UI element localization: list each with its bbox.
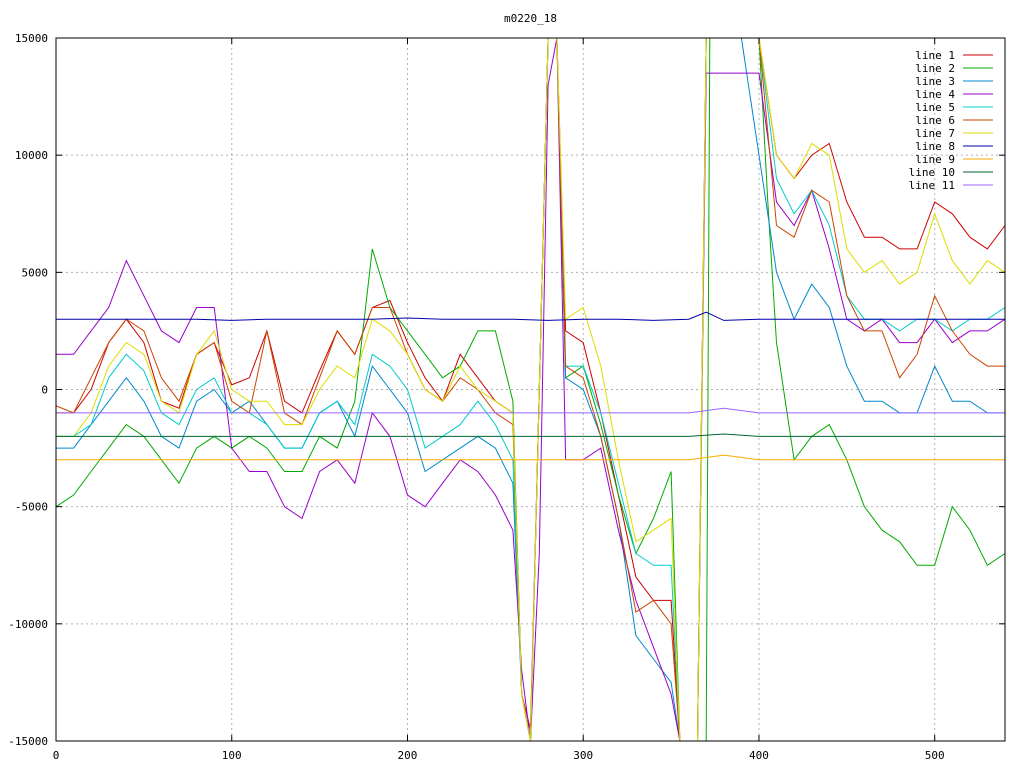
series-line-4 bbox=[56, 37, 1006, 742]
x-tick-label: 100 bbox=[222, 749, 242, 762]
legend-label: line 5 bbox=[915, 101, 955, 114]
legend-label: line 4 bbox=[915, 88, 955, 101]
legend-label: line 2 bbox=[915, 62, 955, 75]
legend-label: line 11 bbox=[909, 179, 955, 192]
axis-ticks: -15000 -10000 -5000 0 5000 10000 15000 0 100 200 3… bbox=[8, 32, 1005, 762]
x-tick-label: 400 bbox=[749, 749, 769, 762]
series-line-10 bbox=[56, 433, 1005, 437]
y-tick-label: 5000 bbox=[22, 266, 49, 279]
y-tick-label: -15000 bbox=[8, 735, 48, 748]
x-tick-label: 500 bbox=[925, 749, 945, 762]
grid bbox=[56, 38, 1005, 741]
x-tick-label: 200 bbox=[398, 749, 418, 762]
legend-label: line 7 bbox=[915, 127, 955, 140]
y-tick-label: 10000 bbox=[15, 149, 48, 162]
x-tick-label: 0 bbox=[53, 749, 60, 762]
legend-label: line 10 bbox=[909, 166, 955, 179]
legend-label: line 9 bbox=[915, 153, 955, 166]
series-line-11 bbox=[56, 407, 1005, 414]
series-line-9 bbox=[56, 454, 1005, 461]
y-tick-label: -10000 bbox=[8, 618, 48, 631]
y-tick-label: 0 bbox=[41, 384, 48, 397]
legend-label: line 3 bbox=[915, 75, 955, 88]
legend-label: line 6 bbox=[915, 114, 955, 127]
y-tick-label: 15000 bbox=[15, 32, 48, 45]
y-tick-label: -5000 bbox=[15, 501, 48, 514]
series-line-8 bbox=[56, 311, 1005, 321]
legend-label: line 8 bbox=[915, 140, 955, 153]
chart-title: m0220_18 bbox=[504, 12, 557, 25]
x-tick-label: 300 bbox=[573, 749, 593, 762]
legend-label: line 1 bbox=[915, 49, 955, 62]
